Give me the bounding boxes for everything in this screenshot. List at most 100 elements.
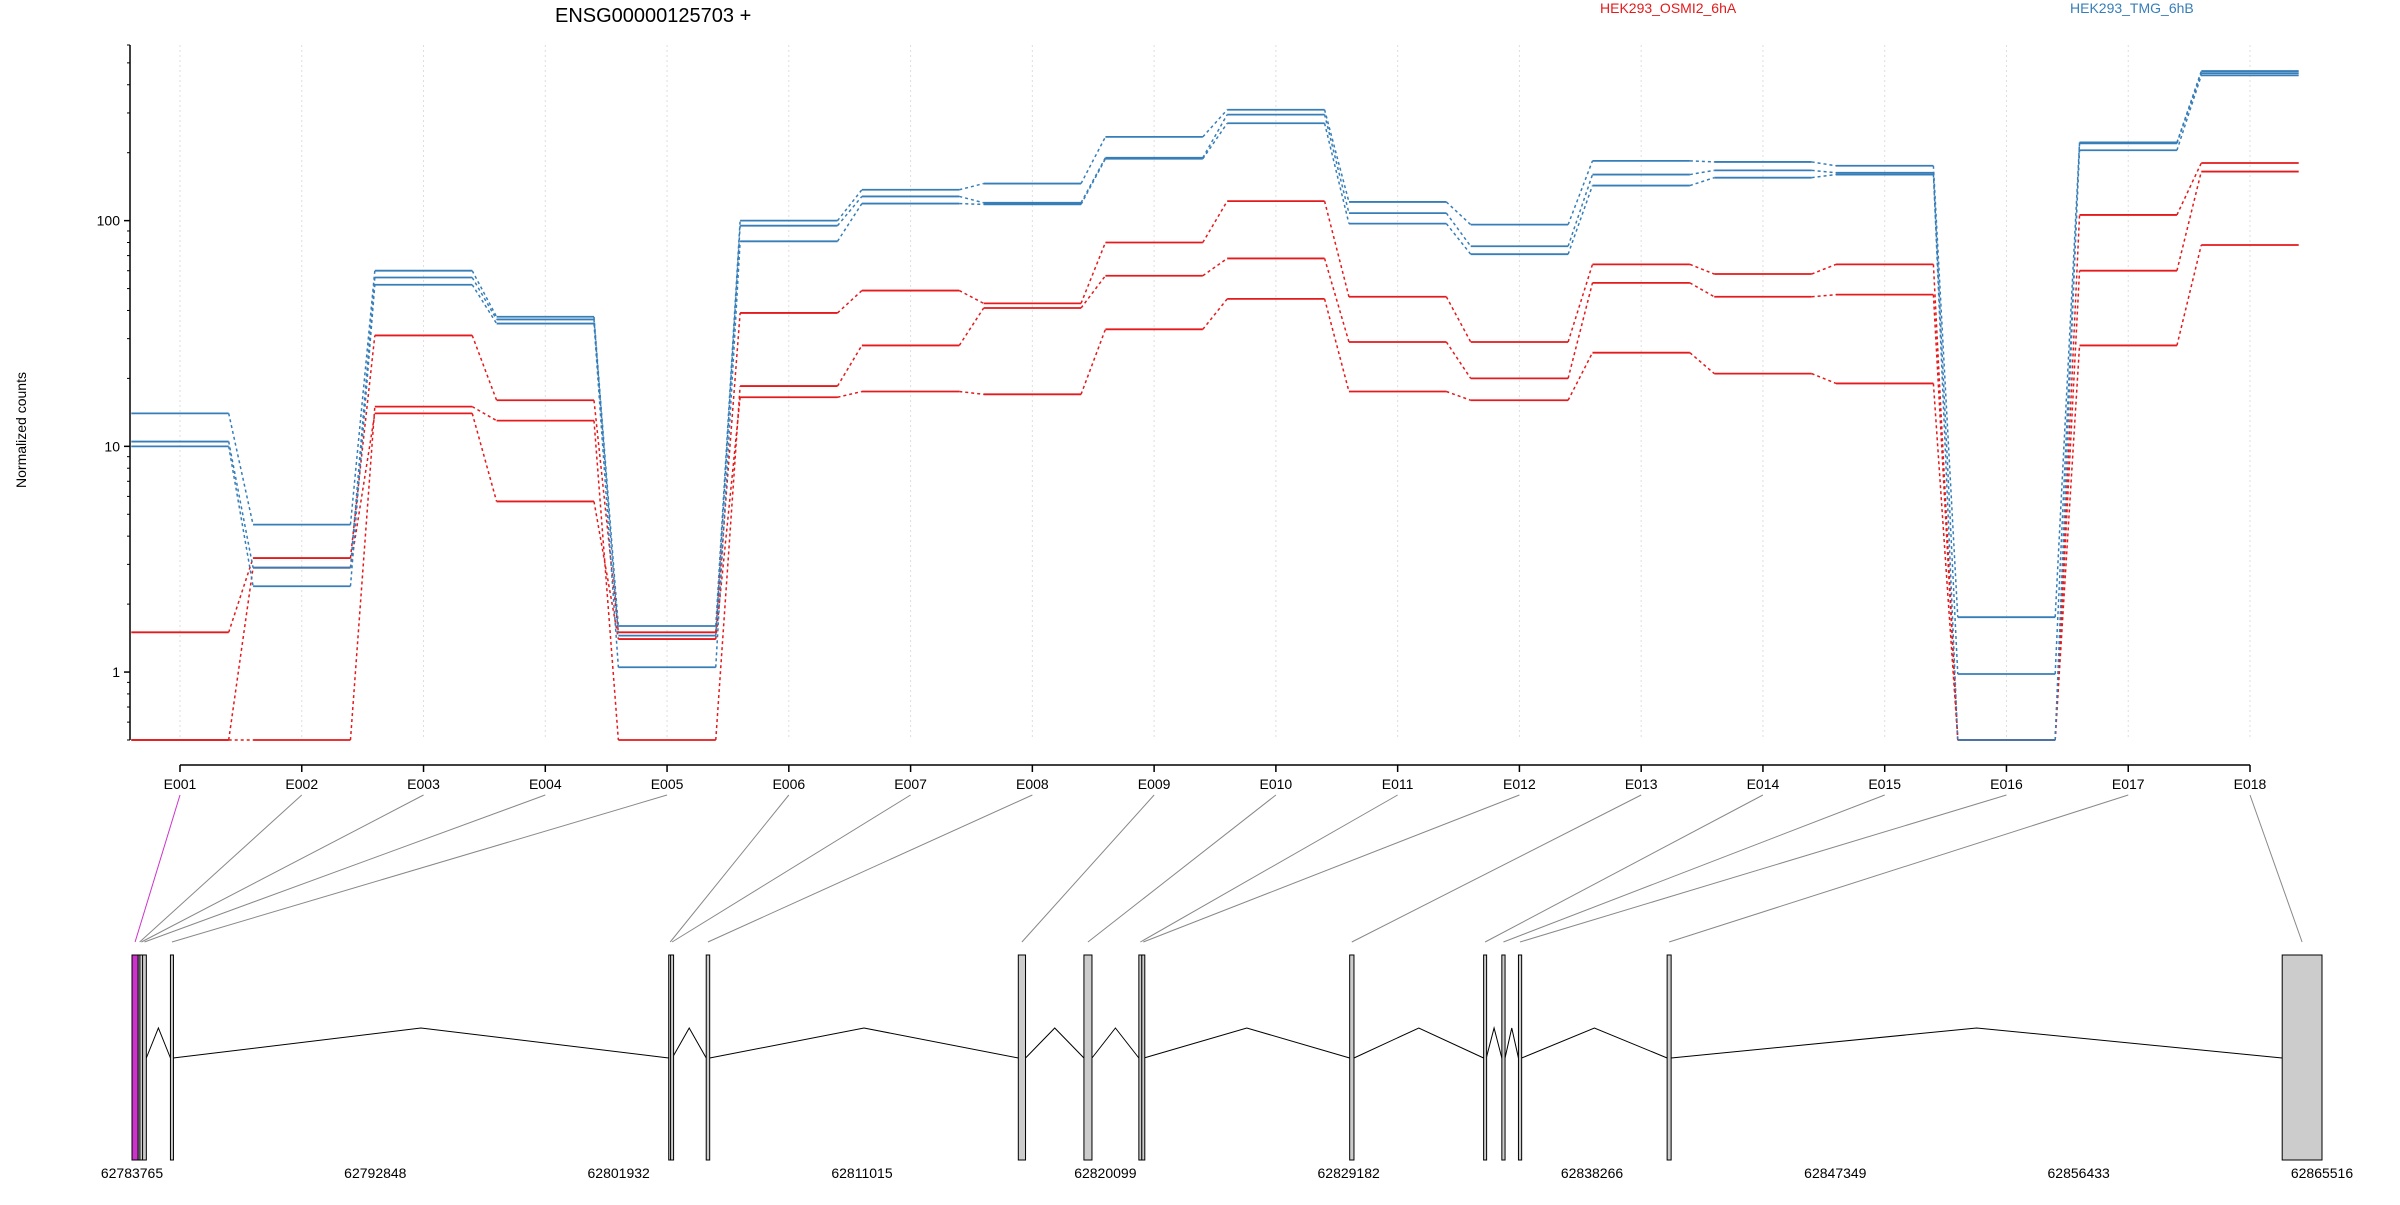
x-tick-label-e010: E010 (1260, 776, 1293, 792)
transition-segment (227, 567, 254, 741)
series-3 (131, 244, 2299, 741)
exon-connector-e014 (1484, 794, 1764, 943)
exon-connector-e012 (1143, 794, 1520, 943)
x-tick-label-e018: E018 (2234, 776, 2267, 792)
coordinate-label: 62820099 (1074, 1165, 1137, 1181)
intron-line (1091, 1027, 1140, 1059)
intron-line (1353, 1027, 1484, 1059)
transition-segment (1567, 282, 1594, 379)
transition-segment (959, 202, 984, 206)
transition-segment (959, 182, 984, 191)
transition-segment (349, 406, 376, 741)
exon-connector-e011 (1140, 794, 1398, 943)
coordinate-label: 62847349 (1804, 1165, 1867, 1181)
coordinate-label: 62829182 (1318, 1165, 1381, 1181)
x-tick-label-e009: E009 (1138, 776, 1171, 792)
exon-connector-layer (134, 794, 2303, 943)
y-tick-label: 100 (97, 213, 121, 229)
chart-title: ENSG00000125703 + (555, 5, 751, 27)
transition-segment (1689, 176, 1715, 187)
x-tick-label-e006: E006 (772, 776, 805, 792)
transition-segment (1811, 372, 1837, 385)
exon-box-e009 (1017, 954, 1027, 1161)
y-tick-label: 10 (104, 438, 120, 454)
transition-segment (227, 441, 254, 568)
transition-segment (593, 400, 620, 633)
transition-segment (1689, 263, 1715, 275)
transition-segment (349, 335, 376, 559)
x-tick-label-e008: E008 (1016, 776, 1049, 792)
transition-segment (471, 335, 498, 401)
transition-segment (227, 413, 254, 525)
transition-segment (1202, 109, 1228, 138)
transition-segment (1811, 161, 1837, 167)
transition-segment (1323, 123, 1350, 224)
transition-segment (1811, 263, 1837, 275)
intron-line (1671, 1027, 2283, 1059)
transition-segment (1811, 173, 1837, 179)
transition-segment (715, 312, 741, 633)
x-tick-label-e012: E012 (1503, 776, 1536, 792)
x-tick-label-e017: E017 (2112, 776, 2145, 792)
exon-box-e018 (2281, 954, 2323, 1161)
transition-segment (837, 390, 863, 398)
transition-segment (1080, 158, 1107, 205)
transition-segment (2176, 75, 2203, 151)
transition-segment (1932, 165, 1959, 618)
x-tick-label-e014: E014 (1747, 776, 1780, 792)
transition-segment (1445, 212, 1472, 247)
coordinate-label: 62856433 (2048, 1165, 2111, 1181)
intron-line (709, 1027, 1019, 1059)
x-tick-label-e013: E013 (1625, 776, 1658, 792)
series-6 (131, 74, 2299, 675)
transition-segment (1323, 298, 1350, 392)
transition-segment (1080, 329, 1107, 395)
coordinate-label: 62811015 (831, 1165, 892, 1181)
coordinate-label: 62865516 (2291, 1165, 2354, 1181)
intron-line (1485, 1026, 1503, 1059)
intron-line (145, 1026, 171, 1059)
intron-line (671, 1026, 707, 1059)
transition-segment (1689, 282, 1715, 298)
coordinate-label: 62792848 (344, 1165, 407, 1181)
exon-box-e013 (1349, 954, 1355, 1161)
transition-segment (1323, 109, 1350, 203)
transition-segment (1445, 223, 1472, 255)
exon-connector-e010 (1087, 794, 1277, 943)
exon-box-e007 (670, 954, 675, 1161)
transition-segment (715, 225, 741, 636)
transition-segment (1932, 172, 1959, 741)
transition-segment (1689, 160, 1715, 163)
intron-line (173, 1027, 669, 1059)
transition-segment (1445, 201, 1472, 226)
exon-box-e016 (1517, 954, 1523, 1161)
transition-segment (715, 397, 741, 640)
transition-segment (836, 345, 863, 387)
transition-segment (715, 385, 741, 741)
exon-connector-e015 (1503, 794, 1885, 943)
transition-segment (1080, 136, 1107, 184)
x-tick-label-e003: E003 (407, 776, 440, 792)
transition-segment (471, 405, 497, 422)
exon-box-e001 (131, 954, 139, 1161)
coordinate-label: 62838266 (1561, 1165, 1624, 1181)
exon-connector-e007 (671, 794, 911, 943)
transition-segment (349, 277, 376, 568)
legend-entry-osmi2: HEK293_OSMI2_6hA (1600, 0, 1737, 16)
exon-connector-e018 (2249, 794, 2303, 943)
x-tick-label-e005: E005 (651, 776, 684, 792)
transition-segment (836, 203, 863, 242)
y-axis-label: Normalized counts (13, 372, 29, 488)
transition-segment (715, 241, 741, 668)
transition-segment (1567, 160, 1594, 225)
transition-segment (1202, 114, 1228, 159)
transition-segment (471, 270, 498, 318)
transition-segment (1445, 296, 1472, 343)
exon-connector-e017 (1668, 794, 2129, 943)
exon-box-e017 (1666, 954, 1672, 1161)
intron-line (1143, 1027, 1350, 1059)
transition-segment (958, 289, 984, 305)
exon-box-e012 (1141, 954, 1146, 1161)
transition-segment (959, 195, 984, 204)
